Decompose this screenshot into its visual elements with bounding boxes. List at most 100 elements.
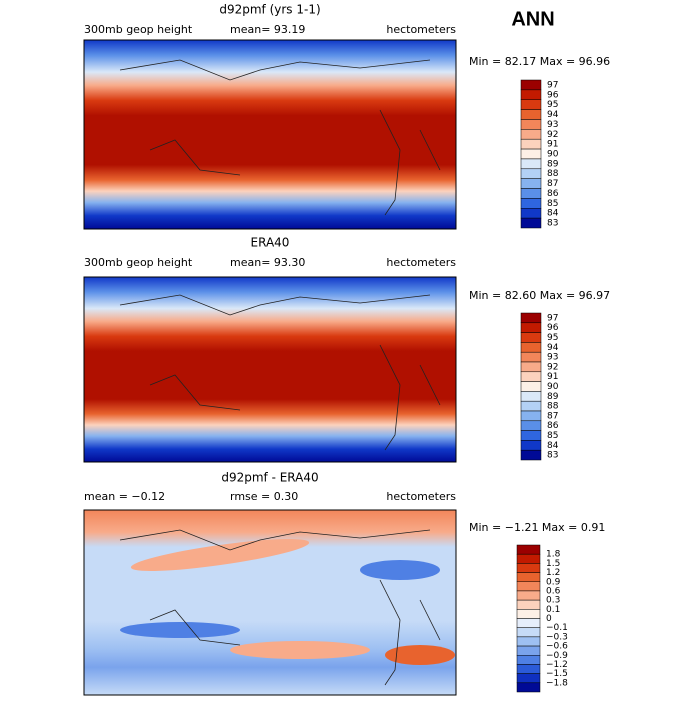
colorbar-label: 97 (547, 80, 558, 90)
colorbar-box (520, 129, 542, 140)
colorbar-label: 87 (547, 411, 558, 421)
colorbar-box (516, 553, 541, 564)
min-max: Min = 82.17 Max = 96.96 (469, 55, 610, 68)
map-1 (83, 39, 457, 230)
mid-label: rmse = 0.30 (230, 490, 298, 503)
colorbar-box (520, 99, 542, 110)
colorbar-label: 83 (547, 219, 558, 229)
colorbar-label: 92 (547, 362, 558, 372)
units-label: hectometers (386, 23, 456, 36)
colorbar-label: 0.1 (546, 605, 560, 615)
min-max: Min = −1.21 Max = 0.91 (469, 521, 605, 534)
colorbar-label: 86 (547, 189, 559, 199)
colorbar-box (520, 312, 542, 324)
colorbar-label: −1.2 (546, 660, 568, 670)
colorbar-label: −0.3 (546, 632, 568, 642)
colorbar-box (520, 449, 542, 461)
colorbar-label: 90 (547, 382, 559, 392)
colorbar-box (516, 599, 541, 610)
colorbar-box (516, 664, 541, 674)
panel-title: d92pmf (yrs 1-1) (219, 3, 320, 17)
colorbar-label: 95 (547, 333, 558, 343)
colorbar-label: 91 (547, 140, 558, 150)
colorbar-label: 83 (547, 451, 558, 461)
colorbar-label: 91 (547, 372, 558, 382)
colorbar-label: 1.8 (546, 550, 561, 560)
colorbar-box (520, 322, 542, 333)
coastline (119, 529, 441, 686)
colorbar-label: −0.1 (546, 623, 568, 633)
colorbar-box (520, 410, 542, 422)
colorbar-box (516, 655, 541, 665)
colorbar-box (520, 178, 542, 189)
colorbar-label: 95 (547, 100, 558, 110)
colorbar-label: 90 (547, 150, 559, 160)
colorbar-box (520, 440, 542, 451)
anomaly (360, 560, 440, 580)
colorbar-label: 89 (547, 159, 559, 169)
map-2 (83, 276, 457, 463)
colorbar-label: 97 (547, 313, 558, 323)
colorbar-box (520, 381, 542, 392)
colorbar-box (520, 351, 542, 363)
colorbar-box (520, 332, 542, 343)
colorbar-label: 87 (547, 179, 558, 189)
colorbar-box (520, 208, 542, 219)
colorbar-label: 94 (547, 110, 559, 120)
colorbar-box (520, 400, 542, 412)
colorbar-label: 88 (547, 402, 559, 412)
map-3 (83, 509, 457, 696)
colorbar-box (520, 188, 542, 199)
colorbar-box (516, 609, 541, 619)
map-field (83, 39, 457, 230)
colorbar-label: 93 (547, 353, 558, 363)
coastline (119, 59, 441, 216)
colorbar-label: 0.9 (546, 577, 561, 587)
colorbar-label: −1.8 (546, 678, 568, 688)
map-field (83, 276, 457, 463)
colorbar-box (520, 391, 542, 402)
colorbar-label: −1.5 (546, 669, 568, 679)
colorbar-box (520, 217, 542, 229)
colorbar-label: 1.2 (546, 568, 560, 578)
anomaly (230, 641, 370, 659)
panel-title: ERA40 (251, 236, 290, 250)
season-title: ANN (511, 8, 554, 30)
colorbar-label: 96 (547, 323, 559, 333)
colorbar-box (520, 119, 542, 130)
anomaly (120, 622, 240, 638)
colorbar-box (516, 581, 541, 592)
colorbar-box (520, 168, 542, 179)
colorbar-label: 85 (547, 199, 558, 209)
colorbar-label: 86 (547, 421, 559, 431)
colorbar-label: 1.5 (546, 559, 560, 569)
left-label: mean = −0.12 (84, 490, 165, 503)
min-max: Min = 82.60 Max = 96.97 (469, 289, 610, 302)
colorbar-box (516, 645, 541, 656)
colorbar-label: −0.6 (546, 642, 568, 652)
colorbar-label: 85 (547, 431, 558, 441)
units-label: hectometers (386, 490, 456, 503)
colorbar-box (520, 79, 542, 91)
units-label: hectometers (386, 256, 456, 269)
coastline (119, 294, 441, 451)
colorbar-label: 96 (547, 90, 559, 100)
left-label: 300mb geop height (84, 256, 193, 269)
colorbar-box (516, 673, 541, 684)
colorbar-box (520, 138, 542, 150)
colorbar-box (516, 563, 541, 573)
colorbar-box (516, 544, 541, 555)
colorbar-box (520, 158, 542, 170)
colorbar-label: 88 (547, 169, 559, 179)
colorbar-box (520, 109, 542, 120)
colorbar-box (520, 89, 542, 100)
colorbar-box (516, 572, 541, 582)
anomaly (130, 539, 310, 571)
left-label: 300mb geop height (84, 23, 193, 36)
colorbar-label: 89 (547, 392, 559, 402)
colorbar-label: 93 (547, 120, 558, 130)
mid-label: mean= 93.19 (230, 23, 305, 36)
colorbar-box (520, 342, 542, 353)
colorbar-label: 0 (546, 614, 552, 624)
